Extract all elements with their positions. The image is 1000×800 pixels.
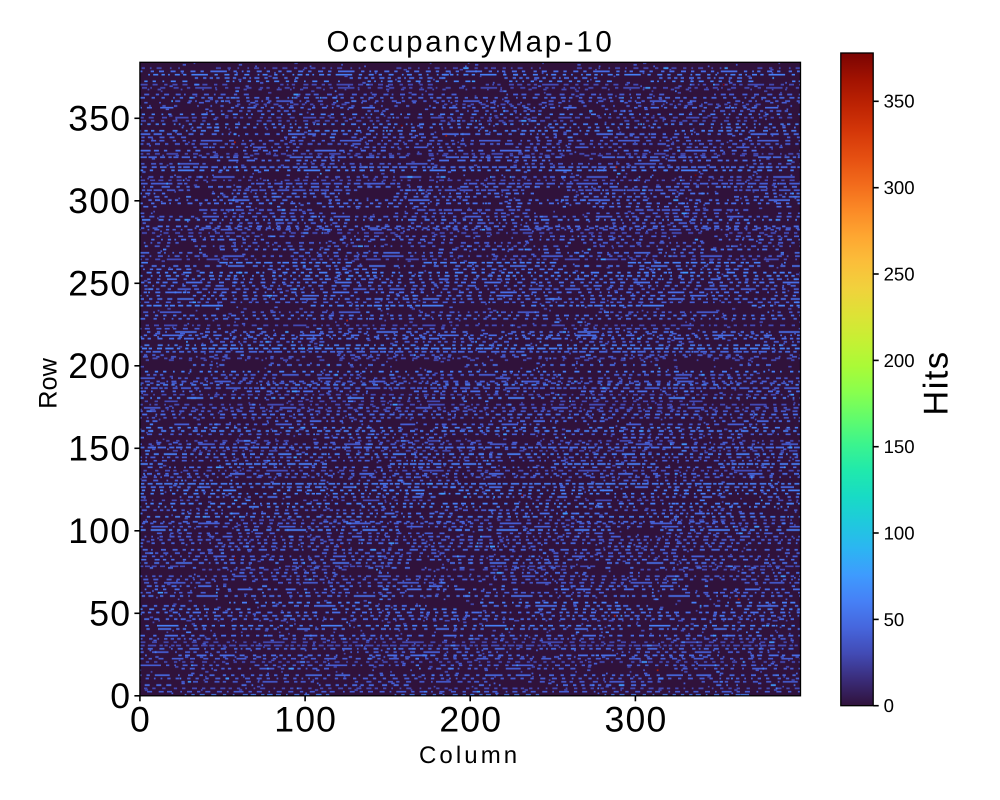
svg-text:0: 0 (110, 676, 131, 716)
svg-text:200: 200 (439, 699, 502, 739)
svg-text:250: 250 (884, 263, 915, 284)
svg-text:100: 100 (274, 699, 337, 739)
svg-text:350: 350 (68, 99, 131, 139)
svg-text:Row: Row (34, 357, 62, 408)
svg-text:250: 250 (68, 264, 131, 304)
svg-text:300: 300 (884, 177, 915, 198)
svg-text:0: 0 (130, 699, 151, 739)
svg-text:200: 200 (884, 350, 915, 371)
svg-text:300: 300 (605, 699, 668, 739)
svg-text:100: 100 (884, 522, 915, 543)
svg-text:100: 100 (68, 511, 131, 551)
svg-text:50: 50 (884, 609, 905, 630)
svg-text:300: 300 (68, 181, 131, 221)
svg-text:200: 200 (68, 346, 131, 386)
svg-text:Hits: Hits (918, 350, 956, 415)
svg-text:Column: Column (419, 742, 520, 769)
svg-text:50: 50 (89, 594, 131, 634)
svg-text:OccupancyMap-10: OccupancyMap-10 (326, 26, 614, 59)
svg-text:350: 350 (884, 91, 915, 112)
svg-text:150: 150 (68, 429, 131, 469)
svg-text:150: 150 (884, 436, 915, 457)
svg-text:0: 0 (884, 695, 894, 716)
